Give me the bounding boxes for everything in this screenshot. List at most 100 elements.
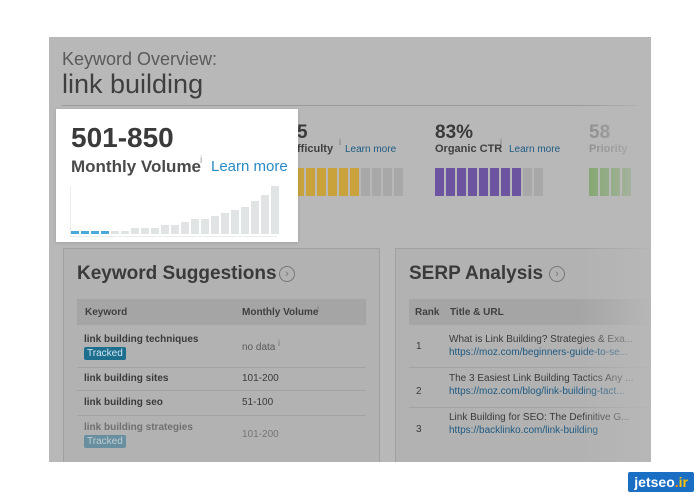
trend-bar [91,231,99,234]
trend-bar [161,225,169,234]
trend-bar [141,228,149,234]
row-divider [409,367,651,368]
col-keyword[interactable]: Keyword [85,307,128,318]
gauge-segment-filled [589,168,598,196]
serp-result-title[interactable]: Link Building for SEO: The Definitive G.… [449,412,630,423]
gauge-segment-empty [361,168,370,196]
suggestion-keyword[interactable]: link building techniques [84,334,199,345]
trend-bar [181,222,189,234]
trend-bar [111,231,119,234]
volume-trend-chart [71,184,281,234]
gauge-segment-filled [339,168,348,196]
serp-result-title[interactable]: What is Link Building? Strategies & Exa.… [449,334,633,345]
trend-bar [101,231,109,234]
no-data-info-icon[interactable]: i [278,338,280,348]
suggestion-volume: no data [242,342,276,353]
gauge-segment-filled [501,168,510,196]
keyword-suggestions-title: Keyword Suggestions [77,263,277,284]
serp-result-url[interactable]: https://moz.com/blog/link-building-tact.… [449,386,625,397]
tracked-badge: Tracked [84,435,126,448]
trend-chart-axis [70,187,277,237]
serp-rank: 3 [416,424,422,435]
keyword-suggestions-chevron-icon[interactable]: › [279,266,295,282]
difficulty-learn-more-link[interactable]: Learn more [345,144,397,155]
col-monthly-volume[interactable]: Monthly Volume [242,307,319,318]
serp-result-url[interactable]: https://backlinko.com/link-building [449,425,598,436]
difficulty-label: fficulty [297,143,334,155]
row-divider [409,407,651,408]
serp-result-title[interactable]: The 3 Easiest Link Building Tactics Any … [449,373,634,384]
trend-bar [121,231,129,234]
monthly-volume-learn-more-link[interactable]: Learn more [211,158,288,175]
overview-subtitle: Keyword Overview: [62,49,218,69]
row-divider [77,390,366,391]
trend-bar [81,231,89,234]
serp-rank: 2 [416,386,422,397]
gauge-segment-filled [490,168,499,196]
monthly-volume-label: Monthly Volume [71,157,202,176]
row-divider [77,415,366,416]
suggestion-volume: 101-200 [242,429,279,440]
suggestion-keyword[interactable]: link building strategies [84,422,193,433]
header-divider [62,105,637,106]
ctr-info-icon[interactable]: i [500,137,502,147]
serp-rank: 1 [416,341,422,352]
suggestion-keyword[interactable]: link building sites [84,373,169,384]
serp-analysis-card: SERP Analysis › Rank Title & URL 1 What … [395,248,651,462]
difficulty-value: 5 [297,122,308,143]
ctr-gauge [435,168,543,196]
trend-bar [171,225,179,234]
priority-label: Priority [589,143,628,155]
gauge-segment-filled [468,168,477,196]
trend-bar [191,219,199,234]
trend-bar [211,216,219,234]
gauge-segment-empty [523,168,532,196]
gauge-segment-filled [611,168,620,196]
ctr-learn-more-link[interactable]: Learn more [509,144,561,155]
ctr-label: Organic CTR [435,143,503,155]
ctr-value: 83% [435,122,474,143]
suggestions-table-header: Keyword Monthly Volume i [77,299,366,325]
difficulty-info-icon[interactable]: i [339,137,341,147]
gauge-segment-filled [457,168,466,196]
gauge-segment-filled [328,168,337,196]
gauge-segment-filled [350,168,359,196]
gauge-segment-filled [512,168,521,196]
serp-table-header: Rank Title & URL [409,299,651,325]
gauge-segment-filled [435,168,444,196]
serp-result-url[interactable]: https://moz.com/beginners-guide-to-se... [449,347,628,358]
jetseo-watermark: jetseo.ir [628,472,694,492]
suggestion-volume: 101-200 [242,373,279,384]
keyword-suggestions-card: Keyword Suggestions › Keyword Monthly Vo… [63,248,380,462]
trend-bar [241,207,249,234]
keyword-overview-panel: Keyword Overview: link building 5 fficul… [49,37,651,462]
trend-bar [151,228,159,234]
keyword-title: link building [62,69,204,99]
gauge-segment-empty [534,168,543,196]
gauge-segment-empty [372,168,381,196]
gauge-segment-filled [622,168,631,196]
watermark-suffix: ir [678,474,688,490]
suggestion-volume: 51-100 [242,397,274,408]
gauge-segment-filled [317,168,326,196]
gauge-segment-filled [479,168,488,196]
priority-value: 58 [589,122,611,143]
trend-bar [231,210,239,234]
serp-analysis-chevron-icon[interactable]: › [549,266,565,282]
volume-info-icon[interactable]: i [317,304,319,314]
col-title-url[interactable]: Title & URL [450,307,504,318]
trend-bar [261,195,269,234]
col-rank[interactable]: Rank [415,307,440,318]
trend-bar [201,219,209,234]
gauge-segment-empty [383,168,392,196]
gauge-segment-filled [446,168,455,196]
monthly-volume-info-icon[interactable]: i [200,155,203,166]
tracked-badge: Tracked [84,347,126,360]
trend-bar [71,231,79,234]
gauge-segment-filled [600,168,609,196]
trend-bar [271,186,279,234]
suggestion-keyword[interactable]: link building seo [84,397,163,408]
gauge-segment-filled [295,168,304,196]
watermark-dot: . [674,474,679,490]
gauge-segment-empty [394,168,403,196]
